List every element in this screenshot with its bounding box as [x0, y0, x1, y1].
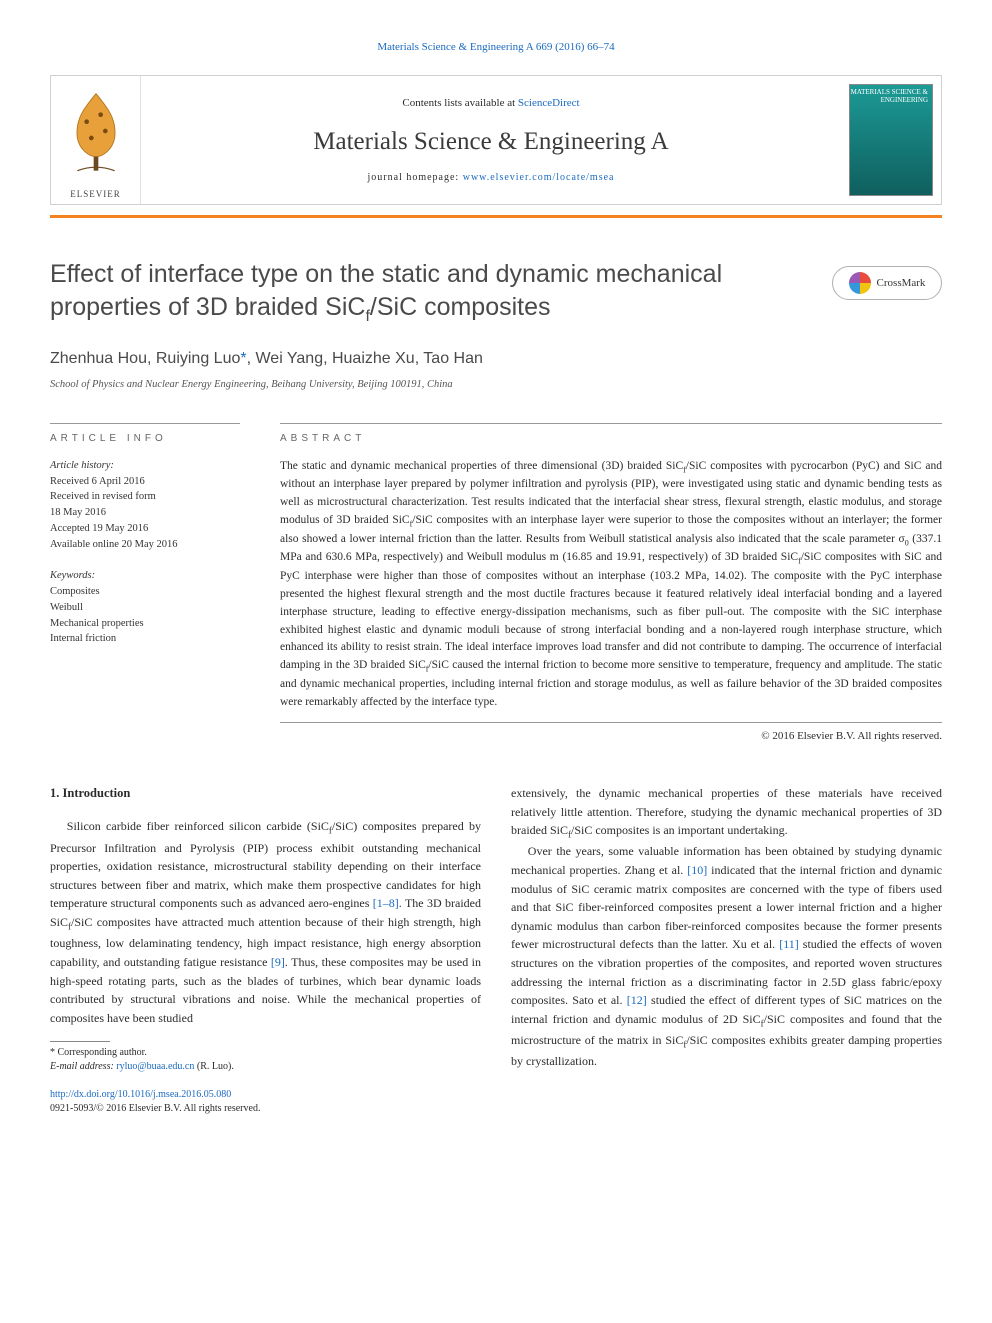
- running-head: Materials Science & Engineering A 669 (2…: [50, 40, 942, 55]
- keyword: Mechanical properties: [50, 616, 240, 632]
- journal-header-center: Contents lists available at ScienceDirec…: [141, 76, 841, 204]
- abstract-text: The static and dynamic mechanical proper…: [280, 458, 942, 723]
- ref-link[interactable]: [11]: [779, 937, 799, 951]
- homepage-link[interactable]: www.elsevier.com/locate/msea: [463, 172, 615, 183]
- abstract: ABSTRACT The static and dynamic mechanic…: [280, 423, 942, 744]
- elsevier-tree-icon: [61, 81, 131, 181]
- ref-link[interactable]: [12]: [627, 993, 647, 1007]
- keywords-label: Keywords:: [50, 568, 240, 584]
- column-right: extensively, the dynamic mechanical prop…: [511, 784, 942, 1116]
- issn-line: 0921-5093/© 2016 Elsevier B.V. All right…: [50, 1103, 260, 1114]
- history-line: Received 6 April 2016: [50, 474, 240, 490]
- publisher-name: ELSEVIER: [61, 188, 131, 201]
- abstract-heading: ABSTRACT: [280, 423, 942, 446]
- abstract-copyright: © 2016 Elsevier B.V. All rights reserved…: [280, 729, 942, 744]
- history-line: Accepted 19 May 2016: [50, 521, 240, 537]
- email-link[interactable]: ryluo@buaa.edu.cn: [116, 1061, 194, 1072]
- accent-bar: [50, 215, 942, 218]
- article-info-heading: ARTICLE INFO: [50, 423, 240, 446]
- cover-title: MATERIALS SCIENCE & ENGINEERING: [850, 89, 928, 104]
- ref-link[interactable]: [1–8]: [373, 896, 399, 910]
- journal-cover: MATERIALS SCIENCE & ENGINEERING: [841, 76, 941, 204]
- publisher-logo: ELSEVIER: [51, 76, 141, 204]
- body-columns: 1. Introduction Silicon carbide fiber re…: [50, 784, 942, 1116]
- journal-name: Materials Science & Engineering A: [313, 124, 668, 159]
- contents-prefix: Contents lists available at: [402, 97, 517, 109]
- history-line: 18 May 2016: [50, 505, 240, 521]
- article-title: Effect of interface type on the static a…: [50, 258, 722, 327]
- section-heading: 1. Introduction: [50, 784, 481, 803]
- crossmark-label: CrossMark: [877, 276, 926, 291]
- crossmark-badge[interactable]: CrossMark: [832, 266, 942, 300]
- crossmark-icon: [849, 272, 871, 294]
- footer: http://dx.doi.org/10.1016/j.msea.2016.05…: [50, 1088, 481, 1116]
- homepage-prefix: journal homepage:: [368, 172, 463, 183]
- sciencedirect-link[interactable]: ScienceDirect: [518, 97, 580, 109]
- journal-header: ELSEVIER Contents lists available at Sci…: [50, 75, 942, 205]
- authors: Zhenhua Hou, Ruiying Luo*, Wei Yang, Hua…: [50, 348, 942, 370]
- paragraph: Silicon carbide fiber reinforced silicon…: [50, 817, 481, 1027]
- history-line: Available online 20 May 2016: [50, 537, 240, 553]
- paragraph: extensively, the dynamic mechanical prop…: [511, 784, 942, 843]
- ref-link[interactable]: [9]: [271, 955, 285, 969]
- history-label: Article history:: [50, 458, 240, 474]
- email-note: E-mail address: ryluo@buaa.edu.cn (R. Lu…: [50, 1060, 481, 1074]
- footnote-rule: [50, 1041, 110, 1042]
- keyword: Composites: [50, 584, 240, 600]
- keyword: Internal friction: [50, 631, 240, 647]
- ref-link[interactable]: [10]: [687, 863, 707, 877]
- paragraph: Over the years, some valuable informatio…: [511, 842, 942, 1071]
- article-info: ARTICLE INFO Article history: Received 6…: [50, 423, 240, 744]
- column-left: 1. Introduction Silicon carbide fiber re…: [50, 784, 481, 1116]
- keyword: Weibull: [50, 600, 240, 616]
- corresponding-author-note: * Corresponding author.: [50, 1046, 481, 1060]
- doi-link[interactable]: http://dx.doi.org/10.1016/j.msea.2016.05…: [50, 1089, 231, 1100]
- affiliation: School of Physics and Nuclear Energy Eng…: [50, 378, 942, 393]
- history-line: Received in revised form: [50, 489, 240, 505]
